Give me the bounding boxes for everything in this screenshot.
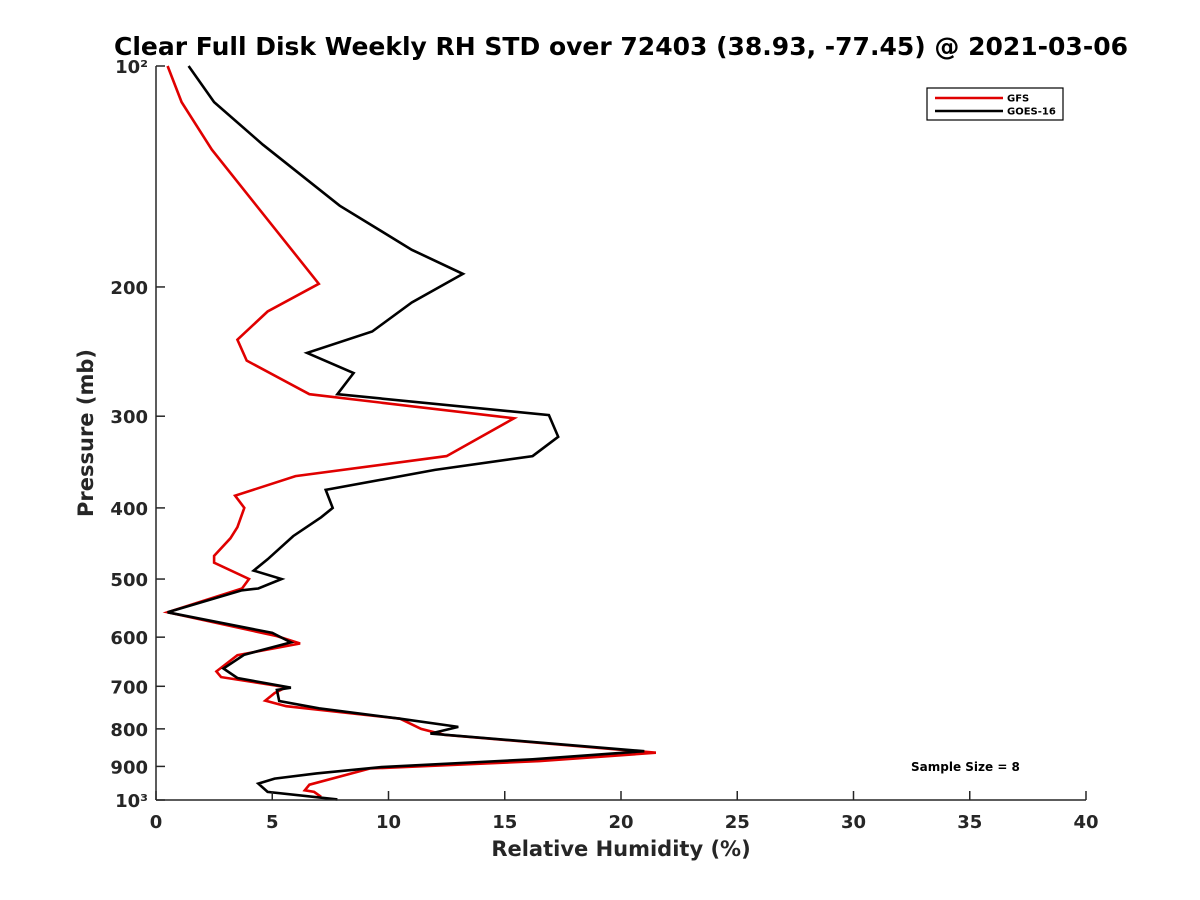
- y-tick-label: 600: [110, 628, 148, 649]
- x-tick-label: 30: [841, 812, 866, 833]
- y-tick-label: 10³: [115, 791, 148, 812]
- x-tick-label: 15: [492, 812, 517, 833]
- plot-area: [156, 66, 1086, 800]
- y-tick-label: 10²: [115, 57, 148, 78]
- legend-label-goes-16: GOES-16: [1007, 107, 1056, 118]
- legend: GFS GOES-16: [926, 87, 1064, 121]
- series-layer: [162, 65, 657, 801]
- y-tick-label: 400: [110, 499, 148, 520]
- y-tick-label: 500: [110, 570, 148, 591]
- x-tick-label: 25: [725, 812, 750, 833]
- y-tick-label: 900: [110, 757, 148, 778]
- x-tick-label: 20: [608, 812, 633, 833]
- legend-box: [926, 87, 1064, 121]
- y-axis-label: Pressure (mb): [74, 349, 98, 517]
- legend-label-gfs: GFS: [1007, 94, 1029, 105]
- x-axis-ticks: 0 5 10 15 20 25 30 35 40: [150, 791, 1099, 833]
- y-tick-label: 300: [110, 407, 148, 428]
- x-tick-label: 35: [957, 812, 982, 833]
- sample-size-annotation: Sample Size = 8: [911, 760, 1020, 774]
- x-axis-label: Relative Humidity (%): [491, 837, 750, 861]
- y-tick-label: 800: [110, 720, 148, 741]
- x-tick-label: 5: [266, 812, 279, 833]
- x-tick-label: 10: [376, 812, 401, 833]
- y-axis-ticks: 10² 200 300 400 500 600 700 800 900 10³: [110, 57, 165, 812]
- x-tick-label: 0: [150, 812, 163, 833]
- series-line-goes-16: [167, 65, 645, 801]
- chart-title: Clear Full Disk Weekly RH STD over 72403…: [114, 32, 1128, 61]
- y-tick-label: 200: [110, 278, 148, 299]
- x-tick-label: 40: [1073, 812, 1098, 833]
- y-tick-label: 700: [110, 677, 148, 698]
